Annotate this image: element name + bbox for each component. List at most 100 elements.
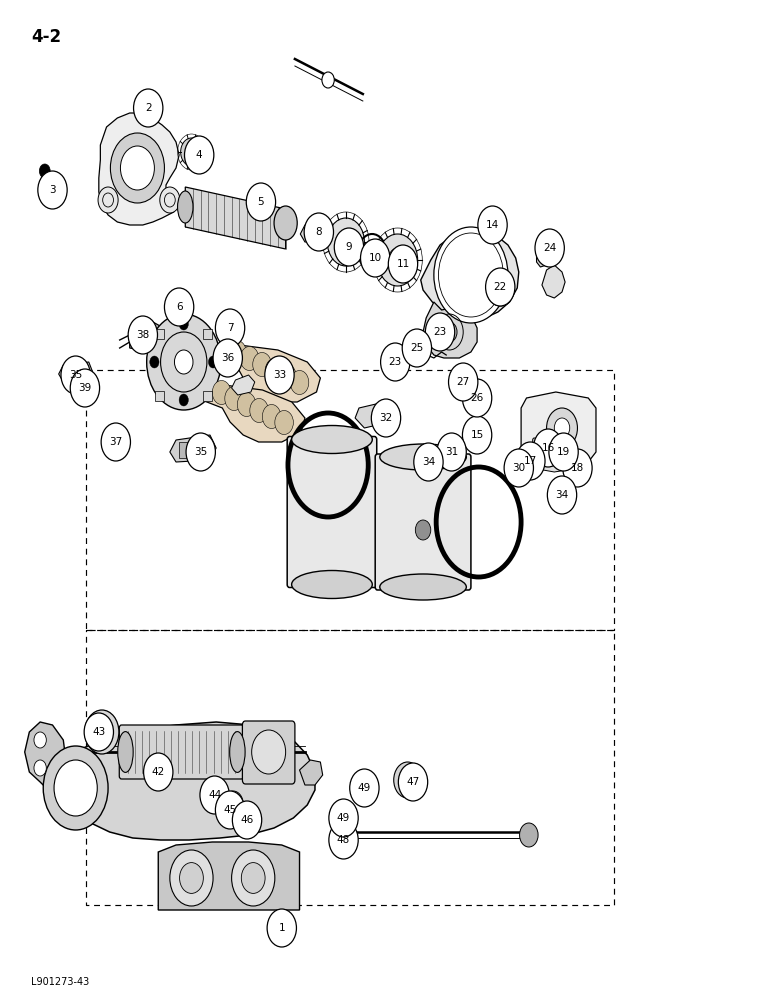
Text: 34: 34 bbox=[422, 457, 435, 467]
Circle shape bbox=[213, 339, 242, 377]
Text: 30: 30 bbox=[512, 463, 526, 473]
Text: 34: 34 bbox=[555, 490, 569, 500]
Circle shape bbox=[520, 823, 538, 847]
Polygon shape bbox=[216, 345, 320, 402]
Circle shape bbox=[84, 713, 113, 751]
Circle shape bbox=[547, 408, 577, 448]
Circle shape bbox=[98, 187, 118, 213]
Circle shape bbox=[93, 720, 111, 744]
FancyBboxPatch shape bbox=[533, 438, 564, 462]
Circle shape bbox=[61, 356, 90, 394]
Circle shape bbox=[150, 356, 159, 368]
Circle shape bbox=[144, 753, 173, 791]
Circle shape bbox=[208, 356, 218, 368]
Circle shape bbox=[110, 133, 164, 203]
Circle shape bbox=[252, 730, 286, 774]
Text: L901273-43: L901273-43 bbox=[31, 977, 89, 987]
Circle shape bbox=[237, 393, 256, 417]
Circle shape bbox=[378, 234, 418, 286]
Text: 44: 44 bbox=[208, 790, 222, 800]
Text: 39: 39 bbox=[78, 383, 92, 393]
Circle shape bbox=[438, 445, 454, 465]
Circle shape bbox=[181, 138, 202, 166]
Circle shape bbox=[170, 850, 213, 906]
Circle shape bbox=[563, 449, 592, 487]
FancyBboxPatch shape bbox=[119, 725, 244, 779]
Polygon shape bbox=[355, 402, 394, 428]
Circle shape bbox=[329, 821, 358, 859]
Circle shape bbox=[478, 206, 507, 244]
Circle shape bbox=[466, 380, 473, 390]
Text: 5: 5 bbox=[258, 197, 264, 207]
Circle shape bbox=[275, 410, 293, 434]
Circle shape bbox=[486, 270, 514, 306]
Circle shape bbox=[215, 791, 245, 829]
Circle shape bbox=[338, 232, 354, 252]
Circle shape bbox=[185, 136, 214, 174]
Polygon shape bbox=[300, 225, 327, 242]
Circle shape bbox=[200, 776, 229, 814]
Text: 3: 3 bbox=[49, 185, 56, 195]
Circle shape bbox=[34, 732, 46, 748]
Circle shape bbox=[174, 350, 193, 374]
Polygon shape bbox=[542, 265, 565, 298]
Circle shape bbox=[400, 770, 415, 790]
Circle shape bbox=[535, 229, 564, 267]
Text: 37: 37 bbox=[109, 437, 123, 447]
Circle shape bbox=[554, 418, 570, 438]
Circle shape bbox=[43, 746, 108, 830]
Circle shape bbox=[232, 850, 275, 906]
Circle shape bbox=[549, 433, 578, 471]
Ellipse shape bbox=[380, 574, 466, 600]
Polygon shape bbox=[50, 722, 315, 840]
Circle shape bbox=[425, 313, 455, 351]
Circle shape bbox=[371, 399, 401, 437]
Polygon shape bbox=[185, 187, 286, 249]
Circle shape bbox=[38, 171, 67, 209]
Bar bbox=[66, 366, 85, 379]
Circle shape bbox=[34, 760, 46, 776]
Circle shape bbox=[101, 423, 130, 461]
Circle shape bbox=[547, 476, 577, 514]
Circle shape bbox=[212, 381, 231, 405]
Ellipse shape bbox=[178, 191, 193, 223]
Text: 15: 15 bbox=[470, 430, 484, 440]
Text: 47: 47 bbox=[406, 777, 420, 787]
Circle shape bbox=[473, 395, 481, 405]
Text: 9: 9 bbox=[346, 242, 352, 252]
Circle shape bbox=[462, 375, 477, 395]
Polygon shape bbox=[521, 392, 596, 465]
Circle shape bbox=[350, 769, 379, 807]
Circle shape bbox=[128, 316, 157, 354]
FancyBboxPatch shape bbox=[242, 721, 295, 784]
Ellipse shape bbox=[274, 206, 297, 240]
Bar bbox=[320, 234, 324, 242]
FancyBboxPatch shape bbox=[375, 454, 471, 590]
Circle shape bbox=[232, 801, 262, 839]
Polygon shape bbox=[201, 385, 305, 442]
Circle shape bbox=[240, 347, 259, 370]
Ellipse shape bbox=[380, 444, 466, 470]
Text: 23: 23 bbox=[433, 327, 447, 337]
Bar bbox=[203, 391, 212, 401]
Polygon shape bbox=[421, 230, 519, 320]
Polygon shape bbox=[537, 238, 556, 267]
Circle shape bbox=[442, 322, 457, 342]
Circle shape bbox=[120, 146, 154, 190]
Circle shape bbox=[355, 775, 371, 795]
Circle shape bbox=[504, 449, 533, 487]
Text: 49: 49 bbox=[357, 783, 371, 793]
Circle shape bbox=[186, 433, 215, 471]
FancyBboxPatch shape bbox=[287, 436, 377, 587]
Circle shape bbox=[506, 460, 521, 480]
Text: 18: 18 bbox=[571, 463, 584, 473]
Circle shape bbox=[267, 909, 296, 947]
Circle shape bbox=[147, 314, 221, 410]
Text: 33: 33 bbox=[273, 370, 286, 380]
Circle shape bbox=[338, 805, 354, 825]
Text: 2: 2 bbox=[145, 103, 151, 113]
Circle shape bbox=[223, 791, 243, 817]
Circle shape bbox=[434, 227, 508, 323]
Ellipse shape bbox=[229, 732, 245, 772]
Bar bbox=[307, 228, 312, 236]
